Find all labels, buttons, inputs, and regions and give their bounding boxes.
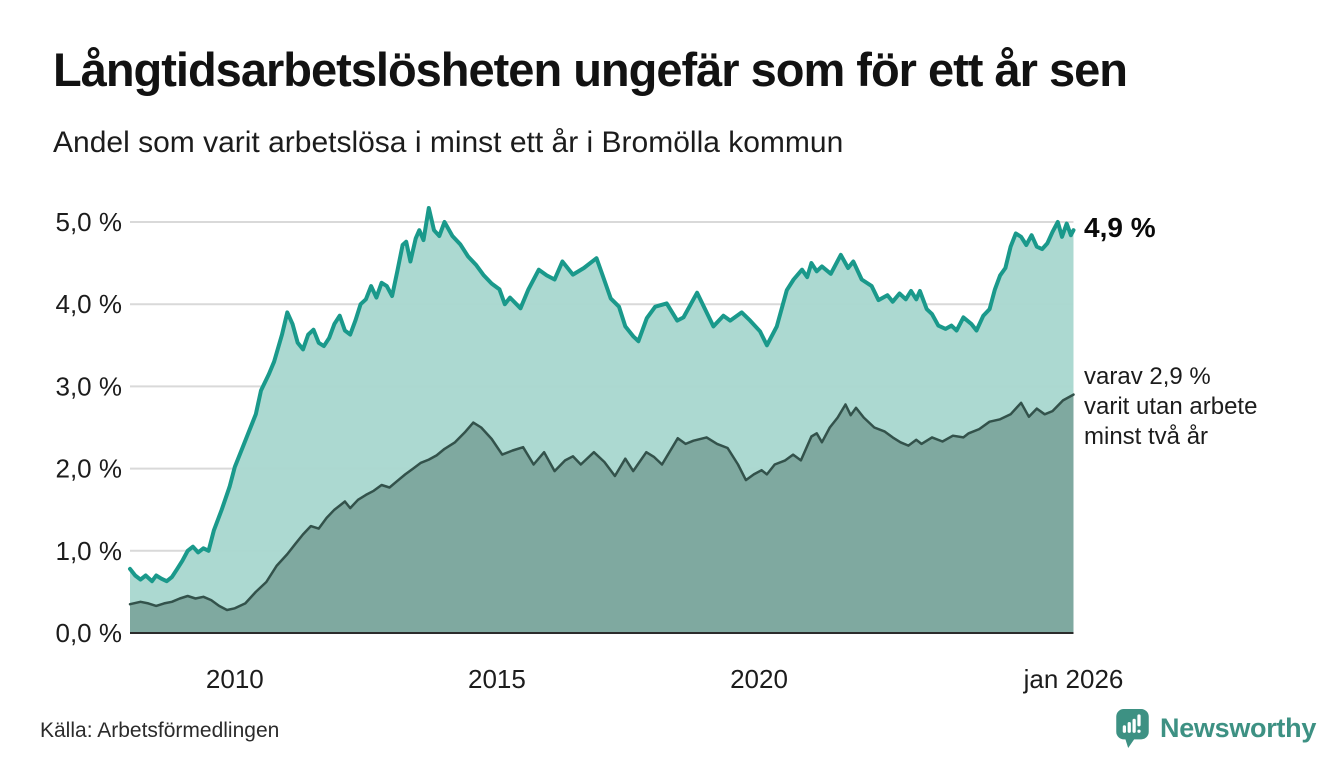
- y-tick-label: 4,0 %: [56, 289, 123, 319]
- annotation-line-2: varit utan arbete: [1084, 393, 1258, 420]
- source-note: Källa: Arbetsförmedlingen: [40, 719, 280, 742]
- y-tick-label: 0,0 %: [56, 618, 123, 648]
- line-series-1: [128, 206, 1076, 584]
- annotation-line-1: varav 2,9 %: [1084, 363, 1211, 390]
- x-tick-label: 2015: [468, 664, 526, 694]
- newsworthy-logo-icon: [1116, 709, 1149, 748]
- y-tick-label: 3,0 %: [56, 371, 123, 401]
- chart-subtitle: Andel som varit arbetslösa i minst ett å…: [53, 126, 844, 159]
- series2-annotation: varav 2,9 % varit utan arbete minst två …: [1084, 362, 1257, 452]
- chart-title: Långtidsarbetslösheten ungefär som för e…: [53, 43, 1128, 96]
- area-fill-series-2: [130, 394, 1074, 633]
- y-tick-label: 2,0 %: [56, 454, 123, 484]
- line-series-2: [128, 393, 1075, 612]
- brand-logo: Newsworthy: [1116, 709, 1316, 748]
- x-tick-label: jan 2026: [1023, 664, 1124, 694]
- x-tick-label: 2020: [730, 664, 788, 694]
- series1-latest-value-label: 4,9 %: [1084, 212, 1156, 243]
- y-tick-label: 1,0 %: [56, 536, 123, 566]
- brand-name: Newsworthy: [1160, 713, 1317, 743]
- annotation-line-3: minst två år: [1084, 423, 1209, 450]
- y-tick-label: 5,0 %: [56, 207, 123, 237]
- x-tick-label: 2010: [206, 664, 264, 694]
